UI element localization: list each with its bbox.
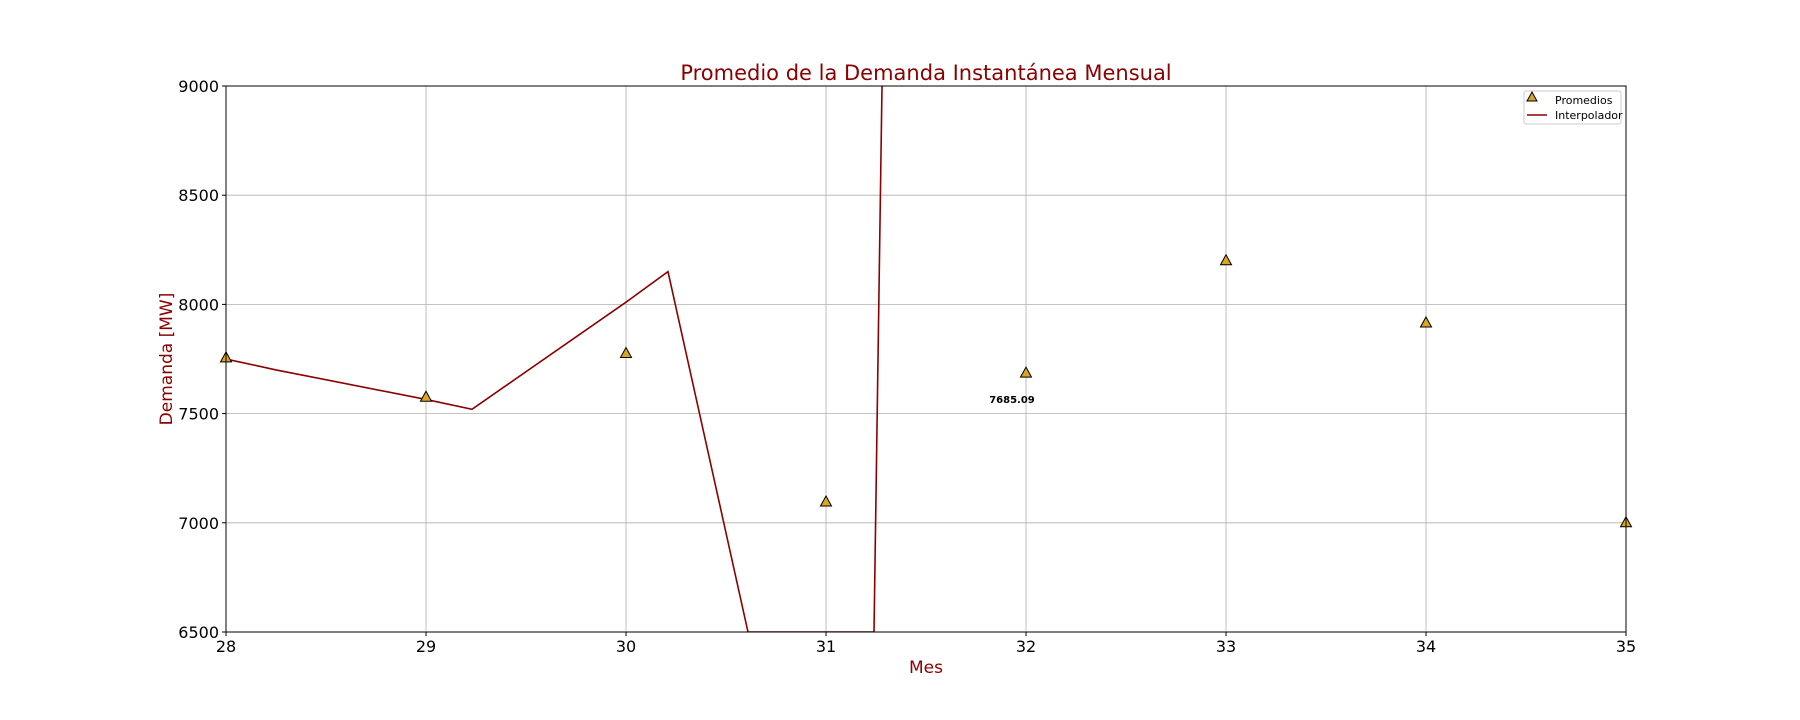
legend-label-promedios: Promedios	[1555, 94, 1613, 107]
grid	[225, 85, 1627, 633]
legend-box	[1523, 90, 1622, 125]
x-axis-label: Mes	[909, 658, 943, 678]
x-tick-label: 28	[216, 637, 236, 656]
x-tick-label: 29	[416, 637, 436, 656]
legend: Promedios Interpolador	[1523, 90, 1623, 125]
promedio-point	[1019, 366, 1033, 378]
y-axis-label: Demanda [MW]	[157, 293, 177, 426]
y-tick-label: 7000	[178, 514, 219, 533]
plot-frame	[225, 85, 1627, 633]
x-tick-label: 30	[616, 637, 636, 656]
ticks: 28 29 30 31 32 33 34 35 6500 7000 7500 8000 8500 9000	[178, 77, 1636, 656]
promedio-point	[819, 495, 833, 507]
promedio-point	[619, 346, 633, 359]
promedio-point	[1219, 253, 1233, 266]
x-tick-label: 35	[1616, 637, 1636, 656]
y-tick-label: 8500	[178, 186, 219, 205]
x-tick-label: 32	[1016, 637, 1036, 656]
y-tick-label: 9000	[178, 77, 219, 96]
y-tick-label: 6500	[178, 623, 219, 642]
promedio-point	[1419, 315, 1433, 328]
annotations: 7685.09	[989, 395, 1035, 406]
data-label: 7685.09	[989, 395, 1035, 406]
plot-data	[219, 86, 1633, 632]
promedio-point	[419, 390, 433, 402]
x-tick-label: 33	[1216, 637, 1236, 656]
y-tick-label: 7500	[178, 405, 219, 424]
legend-label-interpolador: Interpolador	[1555, 109, 1623, 122]
x-tick-label: 31	[816, 637, 836, 656]
interpolador-line	[226, 86, 883, 632]
x-tick-label: 34	[1416, 637, 1436, 656]
y-tick-label: 8000	[178, 295, 219, 314]
legend-marker-promedios	[1526, 90, 1538, 102]
chart-title: Promedio de la Demanda Instantánea Mensu…	[680, 61, 1171, 85]
